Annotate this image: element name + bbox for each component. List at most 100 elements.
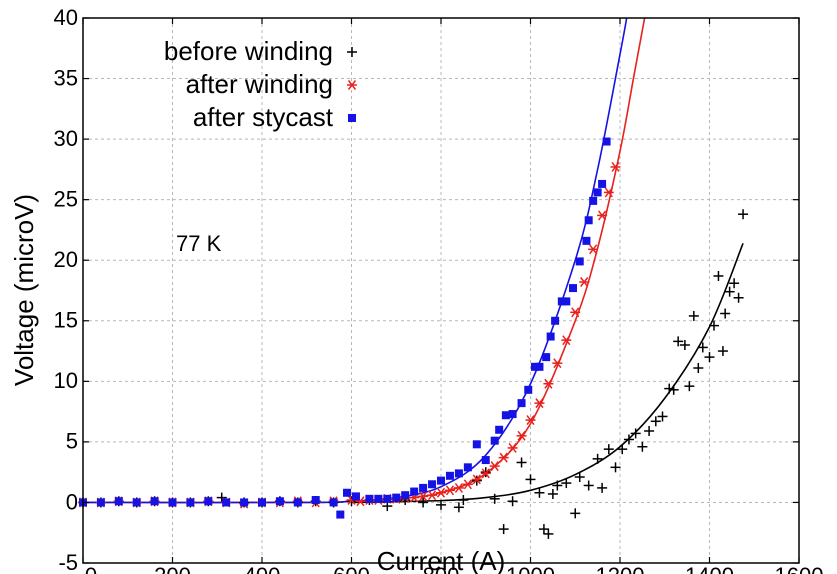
- data-point: [471, 474, 482, 485]
- data-point: [437, 476, 445, 485]
- data-point: [132, 498, 141, 507]
- data-point: [498, 452, 509, 463]
- x-tick-label: 0: [85, 563, 97, 574]
- data-point: [673, 336, 684, 347]
- data-point: [401, 491, 410, 500]
- data-point: [204, 497, 213, 506]
- data-point: [383, 494, 392, 503]
- x-tick-label: 1200: [596, 563, 645, 574]
- marker-stroke: [481, 468, 490, 479]
- y-tick-label: 20: [54, 247, 78, 272]
- data-points: [78, 137, 749, 539]
- data-point: [444, 485, 455, 496]
- data-point: [602, 137, 611, 146]
- data-point: [490, 436, 499, 445]
- data-point: [697, 342, 708, 353]
- legend: before winding after winding after styca…: [164, 36, 357, 132]
- y-tick-label: 30: [54, 126, 78, 151]
- data-point: [547, 488, 558, 499]
- data-point: [603, 187, 614, 198]
- marker-stroke: [526, 415, 535, 426]
- data-point: [96, 498, 105, 507]
- data-point: [392, 493, 401, 502]
- marker-stroke: [611, 162, 620, 172]
- data-point: [557, 297, 566, 306]
- y-tick-label: 0: [66, 489, 78, 514]
- data-point: [150, 497, 159, 506]
- data-point: [603, 444, 614, 455]
- data-point: [418, 491, 429, 502]
- data-point: [329, 498, 338, 507]
- data-point: [498, 524, 509, 535]
- data-point: [610, 162, 621, 172]
- y-tick-label: 5: [66, 429, 78, 454]
- data-point: [623, 434, 634, 445]
- marker-stroke: [454, 482, 463, 493]
- y-tick-label: 10: [54, 368, 78, 393]
- marker-stroke: [508, 442, 517, 453]
- fit-curve-series-0: [351, 242, 744, 504]
- x-axis-label: Current (A): [377, 546, 506, 574]
- legend-label-before-winding: before winding: [164, 36, 333, 66]
- data-point: [489, 493, 500, 504]
- fit-curve-series-2: [82, 17, 628, 504]
- data-point: [428, 480, 437, 489]
- data-point: [720, 308, 731, 319]
- y-tick-label: 35: [54, 65, 78, 90]
- data-point: [592, 453, 603, 464]
- data-point: [538, 524, 549, 535]
- data-point: [516, 457, 527, 468]
- data-point: [453, 482, 464, 493]
- data-point: [593, 188, 602, 197]
- y-tick-label: 25: [54, 186, 78, 211]
- data-point: [534, 487, 545, 498]
- marker-stroke: [580, 277, 589, 287]
- data-point: [668, 384, 679, 395]
- data-point: [517, 399, 526, 408]
- data-point: [258, 498, 266, 507]
- marker-stroke: [571, 307, 580, 318]
- data-point: [275, 497, 284, 506]
- marker-stroke: [598, 210, 607, 221]
- data-point: [463, 463, 472, 472]
- marker-stroke: [419, 491, 428, 502]
- data-point: [481, 456, 490, 465]
- data-point: [508, 410, 517, 419]
- data-point: [561, 335, 572, 346]
- data-point: [365, 494, 374, 503]
- data-point: [562, 297, 571, 306]
- data-point: [688, 310, 699, 321]
- data-point: [582, 236, 591, 245]
- data-point: [588, 244, 599, 255]
- data-point: [507, 496, 518, 507]
- data-point: [240, 498, 249, 507]
- data-point: [657, 411, 668, 422]
- data-point: [584, 216, 593, 225]
- marker-stroke: [517, 430, 526, 441]
- data-point: [534, 398, 545, 409]
- data-point: [598, 179, 607, 188]
- legend-marker-series-0: [347, 47, 357, 57]
- marker-stroke: [445, 485, 455, 496]
- data-point: [617, 444, 628, 455]
- y-tick-label: 15: [54, 308, 78, 333]
- legend-label-after-winding: after winding: [186, 69, 333, 99]
- data-point: [597, 482, 608, 493]
- data-point: [543, 528, 554, 539]
- data-point: [222, 498, 231, 507]
- data-point: [186, 498, 195, 507]
- data-point: [293, 498, 302, 507]
- data-point: [630, 428, 641, 439]
- data-point: [574, 472, 585, 483]
- data-point: [419, 483, 428, 492]
- data-point: [708, 320, 719, 331]
- data-point: [530, 362, 539, 371]
- data-point: [436, 499, 446, 510]
- data-point: [552, 358, 563, 369]
- data-point: [462, 479, 473, 490]
- x-tick-label: 1400: [685, 563, 734, 574]
- data-point: [570, 307, 581, 318]
- y-axis-label: Voltage (microV): [9, 194, 39, 386]
- data-point: [516, 430, 527, 441]
